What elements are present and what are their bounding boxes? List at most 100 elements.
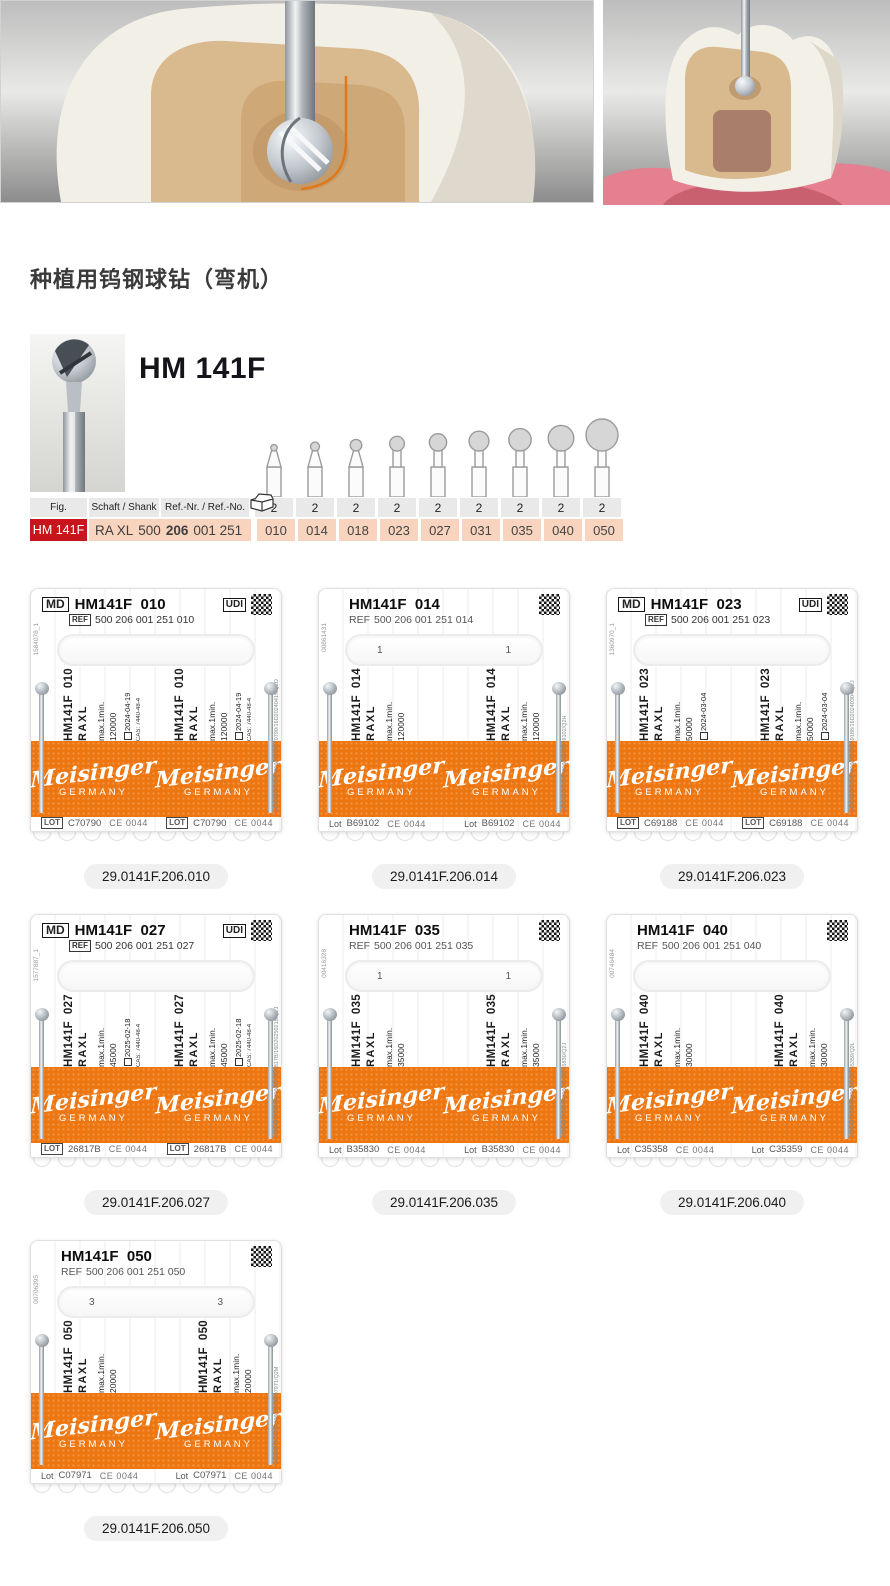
md-mark: MD [618, 597, 645, 612]
ce-number: 0044 [250, 1144, 273, 1154]
bur-label-right: HM141F 027 RAXL max.1min. 45000 2025-02-… [174, 989, 253, 1067]
ce-label: CE [387, 1144, 401, 1155]
catalog-number: 29.0141F.206.035 [371, 1190, 517, 1215]
bur-max-label: max.1min. [672, 701, 682, 741]
brand-country: GERMANY [634, 1113, 705, 1124]
bur-speed: 120000 [531, 712, 541, 741]
brand-band: Meisinger GERMANY Meisinger GERMANY [318, 1067, 570, 1143]
bur-date: 2025-02-18 [123, 989, 132, 1067]
bur-max-label: max.1min. [519, 701, 529, 741]
ce-number: 0044 [250, 1470, 273, 1481]
bur-model-vertical: HM141F 050 [63, 1320, 75, 1393]
bur-speed: 45000 [219, 1043, 229, 1067]
bur-shank-vertical: RAXL [188, 705, 200, 741]
lot-line: LOT 26817B CE 0044 LOT 26817B CE 0044 [41, 1143, 273, 1155]
lot-number: B69102 [346, 818, 380, 829]
package-header: MD HM141F 027 UDI [42, 920, 272, 941]
package-udi-string: +E0HM290141F2060101$C70790/16D20240419/Q… [274, 679, 280, 812]
bubble-mark-right: 1 [505, 644, 511, 656]
lot-number: C35359 [769, 1144, 803, 1155]
ce-number: 0044 [538, 1144, 561, 1155]
bur-label-columns: HM141F 014 RAXL max.1min. 120000 HM141F … [351, 663, 541, 741]
ref-label: REF [69, 940, 91, 952]
blister-scallops [606, 1158, 858, 1174]
bur-label-left: HM141F 035 RAXL max.1min. 35000 [351, 989, 406, 1067]
lot-right: LOT C69188 CE 0044 [742, 817, 849, 829]
bur-model-vertical: HM141F 023 [639, 668, 651, 741]
size-cell: 023 [380, 519, 418, 541]
bur-model-vertical: HM141F 010 [174, 668, 186, 741]
bur-cas: CAS: 7440-48-4 [136, 697, 142, 741]
bur-date-text: 2025-02-18 [234, 1018, 243, 1057]
blister-body: 00706395 +E0HM290141F2060501$C07971/Q2M … [30, 1240, 282, 1484]
bur-shank-vertical: RAXL [365, 705, 377, 741]
bur-max-label: max.1min. [793, 701, 803, 741]
package-cell: 1577887_1 +E0HM290141F2060271$26817B/16D… [30, 914, 282, 1215]
shank-ref-cell: RA XL 500 206 001 251 [89, 519, 251, 541]
md-mark: MD [42, 923, 69, 938]
header-fig: Fig. [30, 498, 87, 517]
package-header-right: UDI [798, 594, 848, 615]
bur-icon-cell [501, 405, 539, 497]
ce-mark: CE 0044 [234, 1471, 273, 1481]
lot-left: Lot C07971 CE 0044 [41, 1470, 138, 1481]
bur-instrument [839, 682, 854, 813]
bur-shank-vertical: RAXL [500, 1031, 512, 1067]
bur-model-vertical: HM141F 014 [351, 668, 363, 741]
bur-speed: 120000 [219, 712, 229, 741]
bur-speed: 120000 [108, 712, 118, 741]
lot-line: Lot B69102 CE 0044 Lot B69102 CE 0044 [329, 818, 561, 829]
bur-label-columns: HM141F 035 RAXL max.1min. 35000 HM141F 0… [351, 989, 541, 1067]
bur-label-left: HM141F 023 RAXL max.1min. 50000 2024-03-… [639, 663, 708, 741]
ref-label: REF [69, 614, 91, 626]
blister-body: 1360970_1 +E0HM290141F2060231$C69188/16D… [606, 588, 858, 832]
ref-label: REF [349, 614, 370, 626]
bur-instrument [34, 1008, 49, 1139]
application-photos [0, 0, 890, 205]
bur-max-label: max.1min. [384, 701, 394, 741]
lot-label: Lot [617, 1144, 630, 1155]
datamatrix-icon [251, 1246, 272, 1267]
bur-max-label: max.1min. [207, 701, 217, 741]
bur-instrument [839, 1008, 854, 1139]
ce-number: 0044 [826, 818, 849, 828]
package-model: HM141F 023 [650, 596, 742, 613]
bur-label-left: HM141F 010 RAXL max.1min. 120000 2024-04… [63, 663, 142, 741]
ce-number: 0044 [125, 818, 148, 828]
size-cell: 018 [339, 519, 377, 541]
lot-label: Lot [41, 1470, 54, 1481]
ref-number: 500 206 001 251 027 [95, 940, 195, 952]
count-cell: 2 [378, 498, 416, 517]
catalog-number: 29.0141F.206.014 [371, 864, 517, 889]
header-ref-label: Ref.-Nr. / Ref.-No. [164, 502, 245, 513]
bur-model-vertical: HM141F 027 [63, 994, 75, 1067]
lot-number: 26817B [68, 1143, 101, 1155]
count-cell: 2 [337, 498, 375, 517]
bur-shank-vertical: RAXL [77, 1031, 89, 1067]
hourglass-icon [124, 732, 132, 740]
package-model: HM141F 014 [349, 596, 440, 613]
bur-icon [508, 427, 532, 497]
md-mark: MD [42, 597, 69, 612]
product-photo [30, 334, 125, 492]
lot-label: Lot [464, 1144, 477, 1155]
lot-label: LOT [166, 817, 189, 829]
package-cell: 1360970_1 +E0HM290141F2060231$C69188/16D… [606, 588, 858, 889]
bur-date: 2024-03-04 [820, 663, 829, 741]
package-ref-line: REF 500 206 001 251 014 [349, 614, 473, 626]
packages-grid: 1584078_1 +E0HM290141F2060101$C70790/16D… [30, 588, 890, 1541]
package-header: MD HM141F 014 UDI [349, 594, 560, 615]
brand-band: Meisinger GERMANY Meisinger GERMANY [318, 741, 570, 817]
bur-icon [547, 424, 575, 497]
package-ref-line: REF 500 206 001 251 023 [645, 614, 770, 626]
lot-number: C70790 [68, 817, 102, 829]
package-sidebar-number: 1360970_1 [609, 623, 616, 656]
brand-country: GERMANY [634, 787, 705, 798]
blister-scallops [318, 832, 570, 848]
table-data-row: HM 141F RA XL 500 206 001 251 010 014 018 0… [30, 519, 630, 541]
lot-number: C07971 [193, 1470, 227, 1481]
brand-block: Meisinger GERMANY [155, 1079, 281, 1124]
ce-number: 0044 [403, 818, 426, 829]
package-header-right: UDI [251, 1246, 272, 1267]
